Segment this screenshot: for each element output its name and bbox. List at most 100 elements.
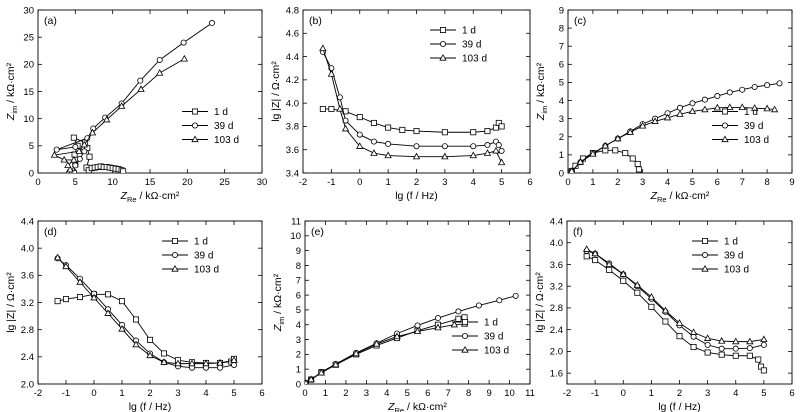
x-tick-label: 2 (147, 388, 152, 399)
x-tick-label: -2 (34, 388, 42, 399)
y-tick-label: 8 (559, 23, 564, 34)
data-point-103d (336, 104, 344, 112)
y-tick-label: 6 (559, 60, 564, 71)
data-point-1d (319, 105, 326, 112)
data-point-1d (760, 367, 767, 374)
legend-marker (701, 264, 709, 272)
data-point-103d (619, 270, 627, 277)
legend: 1 d 39 d 103 d (692, 237, 749, 276)
x-tick-label: 4 (665, 177, 670, 188)
y-tick-label: 3 (296, 335, 301, 346)
y-tick-label: 4.0 (550, 238, 563, 249)
x-tick-label: 0 (621, 388, 626, 399)
data-point-103d (75, 147, 83, 154)
data-point-39d (484, 142, 491, 149)
legend-label: 39 d (194, 251, 213, 262)
data-point-103d (332, 360, 340, 368)
data-point-103d (661, 306, 670, 314)
x-tick-label: 0 (357, 177, 362, 188)
data-point-103d (703, 334, 712, 341)
y-tick-label: 3.2 (550, 282, 563, 293)
series-layer (50, 20, 215, 173)
x-tick-label: 5 (690, 177, 695, 188)
data-point-103d (146, 351, 154, 359)
y-tick-label: 4.6 (286, 29, 299, 40)
legend-label: 103 d (194, 265, 219, 276)
data-point-103d (738, 103, 746, 111)
y-tick-label: 7 (559, 42, 564, 53)
y-tick-label: 30 (23, 5, 34, 16)
x-tick-label: 9 (486, 388, 491, 399)
legend: 1 d 39 d 103 d (712, 107, 769, 146)
data-point-1d (441, 129, 448, 136)
legend-marker (702, 251, 709, 258)
data-point-1d (160, 350, 167, 357)
legend-label: 1 d (484, 318, 498, 329)
x-tick-label: 1 (385, 177, 390, 188)
data-point-103d (356, 142, 364, 149)
chart-panel-6: -2 -1 0 1 2 3 4 5 6 1.6 2.0 2.4 2.8 3.2 3.6 4.0 4.4 (f) lg… (534, 216, 795, 412)
panel-label: (b) (309, 15, 322, 27)
data-point-1d (86, 153, 93, 160)
data-point-1d (356, 114, 363, 121)
data-point-103d (76, 278, 84, 285)
y-tick-label: 3.4 (286, 168, 299, 179)
y-axis-label: lg |Z| / Ω·cm² (5, 272, 17, 333)
x-tick-label: -1 (62, 388, 70, 399)
x-tick-label: 15 (145, 177, 156, 188)
legend-marker (191, 108, 198, 115)
legend-marker (171, 237, 178, 244)
data-point-1d (63, 296, 70, 303)
data-point-1d (84, 145, 91, 152)
data-point-103d (450, 320, 458, 328)
y-tick-label: 0 (29, 168, 34, 179)
data-point-103d (90, 293, 98, 301)
y-tick-label: 0 (559, 168, 564, 179)
y-tick-label: 2.0 (21, 379, 34, 390)
data-point-103d (651, 117, 659, 124)
x-tick-label: -2 (299, 177, 307, 188)
y-tick-label: 3.6 (21, 271, 34, 282)
y-tick-label: 4.4 (21, 216, 34, 227)
data-point-103d (601, 141, 610, 149)
data-point-39d (208, 20, 215, 27)
data-point-103d (80, 140, 88, 148)
y-tick-label: 3.6 (286, 145, 299, 156)
x-tick-label: 7 (740, 177, 745, 188)
x-tick-label: 2 (677, 388, 682, 399)
legend: 1 d 39 d 103 d (182, 107, 239, 146)
data-point-39d (385, 140, 392, 147)
data-point-103d (441, 152, 449, 160)
data-point-1d (328, 105, 335, 112)
legend-label: 103 d (462, 54, 487, 65)
legend-marker (722, 108, 729, 115)
legend-label: 39 d (214, 121, 233, 132)
x-tick-label: 5 (231, 388, 236, 399)
legend-label: 103 d (724, 265, 749, 276)
data-point-1d (572, 162, 579, 169)
chart-panel-5: 0 1 2 3 4 5 6 7 8 9 10 11 0 1 2 3 4 5 6 7 8 9 10 11 (e) ZRe / kΩ·… (272, 216, 535, 412)
x-tick-label: 6 (715, 177, 720, 188)
x-tick-label: 10 (504, 388, 515, 399)
x-tick-label: 30 (257, 177, 268, 188)
series-layer (319, 44, 506, 166)
y-tick-label: 4.4 (550, 216, 563, 227)
x-tick-label: 0 (302, 388, 307, 399)
y-tick-label: 3 (559, 114, 564, 125)
data-point-103d (53, 253, 62, 261)
data-point-1d (634, 160, 641, 167)
x-tick-label: 6 (527, 177, 532, 188)
data-point-103d (180, 54, 189, 62)
data-point-103d (62, 262, 70, 270)
y-tick-label: 1.6 (550, 368, 563, 379)
y-tick-label: 10 (290, 231, 301, 242)
x-tick-label: 5 (761, 388, 766, 399)
data-point-1d (732, 352, 739, 359)
plot-frame (37, 9, 263, 174)
y-axis-label: lg |Z| / Ω·cm² (534, 272, 546, 333)
data-point-1d (399, 126, 406, 133)
data-point-1d (484, 128, 491, 135)
data-point-103d (118, 324, 126, 332)
data-point-1d (662, 318, 669, 325)
x-tick-label: 1 (649, 388, 654, 399)
